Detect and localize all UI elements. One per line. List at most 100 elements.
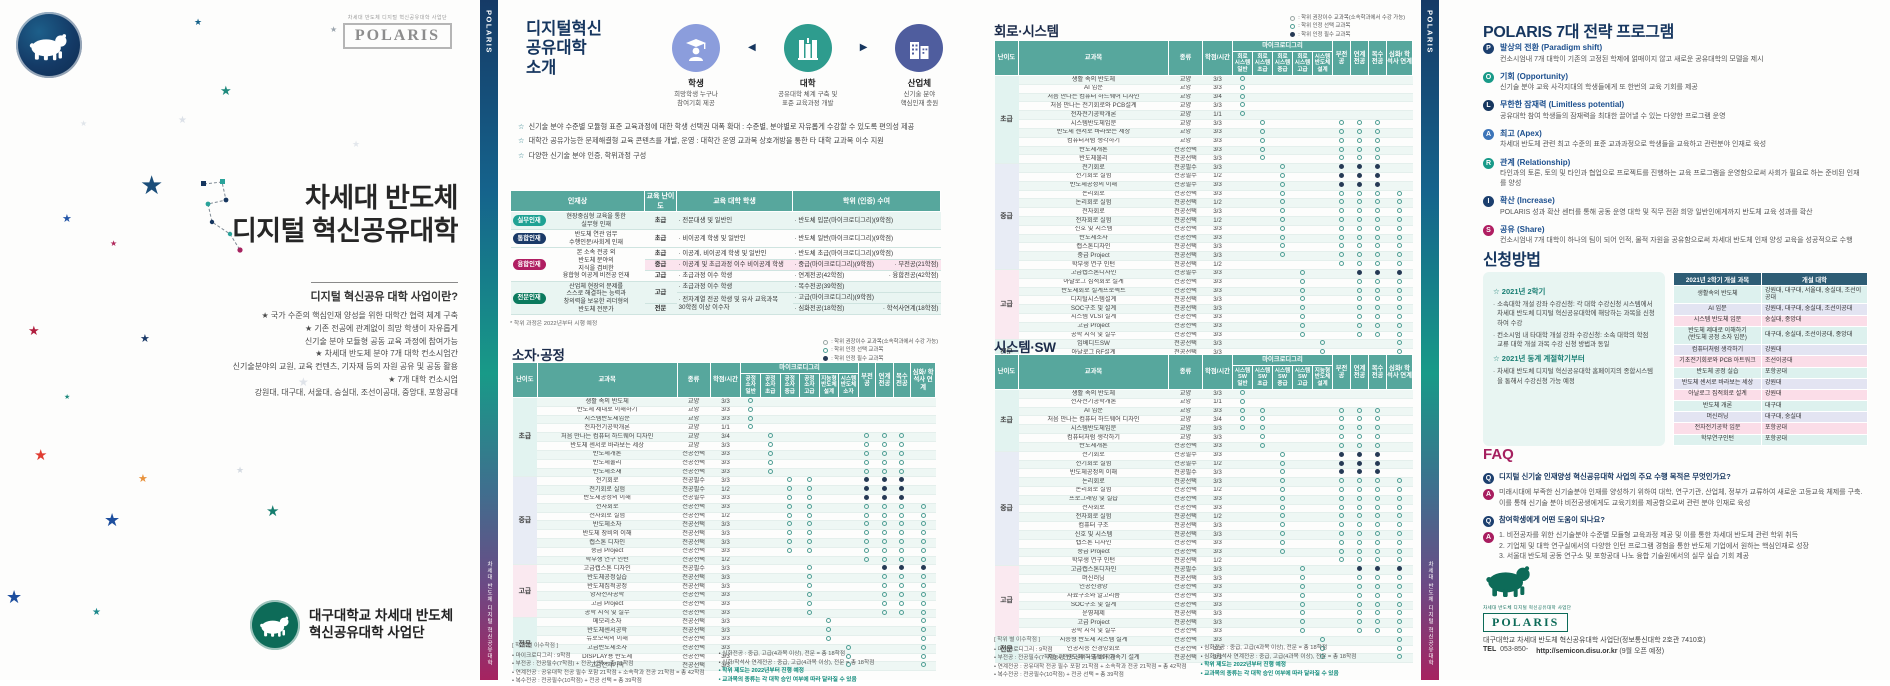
mark-cell (1252, 225, 1273, 235)
mark-cell (1232, 154, 1253, 165)
mark-cell (799, 661, 820, 672)
mark-cell (1232, 645, 1253, 655)
degree-col-header: 연계 전공 (1350, 354, 1369, 390)
talent-persona-cell: 융합인재 본 소속 전공 외 반도체 분야의 지식을 겸비한 융합형 이공계 비전… (510, 247, 645, 282)
course-row: 공학 지식 및 실무 전공선택 3/3 (513, 609, 936, 619)
level-cell: 중급 (512, 476, 538, 566)
mark-cell (1312, 645, 1333, 655)
course-name: 반도체소재 (537, 468, 678, 478)
mark-cell (1350, 260, 1369, 270)
mark-cell (799, 423, 820, 434)
mark-optional-icon (1260, 434, 1265, 440)
mark-cell (1368, 331, 1387, 341)
mark-optional-icon (1240, 93, 1245, 99)
star-outline-icon: ☆ (518, 122, 525, 131)
degrees-cell: · 고급(마이크로디그리)(9학점) (792, 292, 941, 305)
mark-cell (780, 503, 800, 513)
course-type: 전공선택 (1168, 251, 1203, 262)
mark-cell (819, 538, 839, 548)
mark-cell (1292, 181, 1313, 191)
mark-optional-icon (1260, 120, 1265, 126)
mark-cell (819, 591, 839, 601)
level-cell: 중급 (644, 259, 677, 271)
course-type: 교양 (1168, 119, 1203, 129)
mark-cell (893, 503, 911, 513)
mark-optional-icon (806, 512, 812, 518)
mark-optional-icon (881, 609, 887, 615)
mark-cell (875, 626, 894, 636)
intro-bullets: ☆ 신기술 분야 수준별 모듈형 표준 교육과정에 대한 학생 선택권 대폭 확대… (518, 122, 932, 165)
mark-cell (1312, 512, 1333, 523)
course-type: 전공선택 (677, 512, 711, 522)
course-row: 처음 만나는 컴퓨터 하드웨어 디자인 교양 3/4 (513, 432, 936, 443)
mark-cell (799, 547, 820, 557)
faq-question: Q 디지털 신기술 인재양성 혁신공유대학 사업의 주요 수행 목적은 무엇인가요… (1483, 472, 1869, 484)
course-row: 시스템반도체입문 교양 3/3 (995, 119, 1413, 129)
mark-cell (1272, 146, 1293, 156)
course-row: 초급 생활 속의 반도체 교양 3/3 (512, 396, 936, 478)
course-name: 처음 만나는 컴퓨터 하드웨어 디자인 (537, 432, 678, 443)
mark-cell (1350, 645, 1369, 655)
course-type: 전공선택 (1168, 609, 1203, 620)
course-name: 반도체개론 (1018, 146, 1169, 156)
mark-optional-icon (881, 503, 887, 509)
mark-cell (799, 600, 820, 610)
mark-cell (1368, 645, 1387, 655)
mark-cell (858, 459, 876, 469)
course-name: 반도체센서공학 (537, 626, 678, 636)
mark-cell (893, 494, 911, 504)
about-bullet-line: ★ 국가 수준의 핵심인재 양성을 위한 대학간 협력 체계 구축 (261, 311, 458, 320)
mark-cell (799, 556, 820, 566)
mark-cell (1252, 190, 1273, 200)
mark-cell (780, 582, 800, 592)
course-row: SOC구조 및 설계 전공선택 3/3 (995, 304, 1413, 314)
course-name: 디지털시스템설계 (1018, 295, 1169, 306)
mark-optional-icon (1397, 504, 1402, 510)
mark-cell (1272, 181, 1293, 191)
mark-cell (893, 468, 911, 478)
mark-cell (858, 644, 876, 654)
mark-cell (893, 635, 911, 645)
course-row: 논리회로 실험 전공선택 1/2 (995, 486, 1413, 496)
mark-cell (1292, 119, 1313, 129)
mark-cell (910, 635, 936, 645)
persona-desc: 반도체 연관 업무 수행인문/사회계 인재 (569, 231, 624, 246)
degree-col-header: 복수 전공 (892, 362, 912, 398)
mark-cell (1350, 322, 1369, 332)
microdegree-col-header: 시스템 SW 중급 (1272, 365, 1293, 390)
mark-optional-icon (1357, 619, 1362, 625)
talent-col-header: 교육 난이도 (644, 190, 677, 212)
course-name: 시스템반도체입문 (1018, 424, 1169, 435)
star-decoration: ★ (64, 394, 71, 401)
star-decoration: ★ (110, 239, 118, 248)
course-row: 초급 생활 속의 반도체 교양 3/3 (994, 74, 1413, 165)
mark-optional-icon (864, 459, 870, 465)
mark-cell (1368, 207, 1387, 217)
mark-cell (1292, 101, 1313, 112)
mark-optional-icon (1339, 261, 1344, 267)
actor-name: 산업체 (907, 78, 932, 88)
mark-cell (740, 520, 761, 531)
legend-entry: : 학위 인정 선택 교과목 (823, 346, 938, 354)
strategy-item: L 무한한 잠재력 (Limitless potential) 공유대학 참여 학생… (1483, 99, 1865, 122)
website-link[interactable]: http://semicon.disu.or.kr (9월 오픈 예정) (1536, 648, 1665, 655)
course-type: 전공선택 (1168, 627, 1203, 637)
course-credit: 1/2 (1202, 556, 1233, 567)
mark-optional-icon (1240, 84, 1245, 90)
mark-cell (799, 529, 820, 539)
mark-optional-icon (920, 530, 926, 536)
mark-cell (875, 512, 894, 522)
mark-cell (1252, 75, 1273, 85)
mark-cell (1292, 407, 1313, 417)
mark-cell (1368, 512, 1387, 523)
mark-cell (760, 644, 781, 654)
course-name: 논리회로 실험 (1018, 198, 1169, 209)
degree-col-header: 심화/ 학석사 연계 (910, 362, 936, 398)
mark-optional-icon (920, 503, 926, 509)
course-credit: 3/3 (710, 503, 741, 513)
mark-cell (875, 415, 894, 425)
mark-cell (1332, 268, 1351, 279)
mark-cell (740, 538, 761, 548)
mark-cell (1386, 146, 1413, 156)
mark-optional-icon (1397, 583, 1402, 589)
